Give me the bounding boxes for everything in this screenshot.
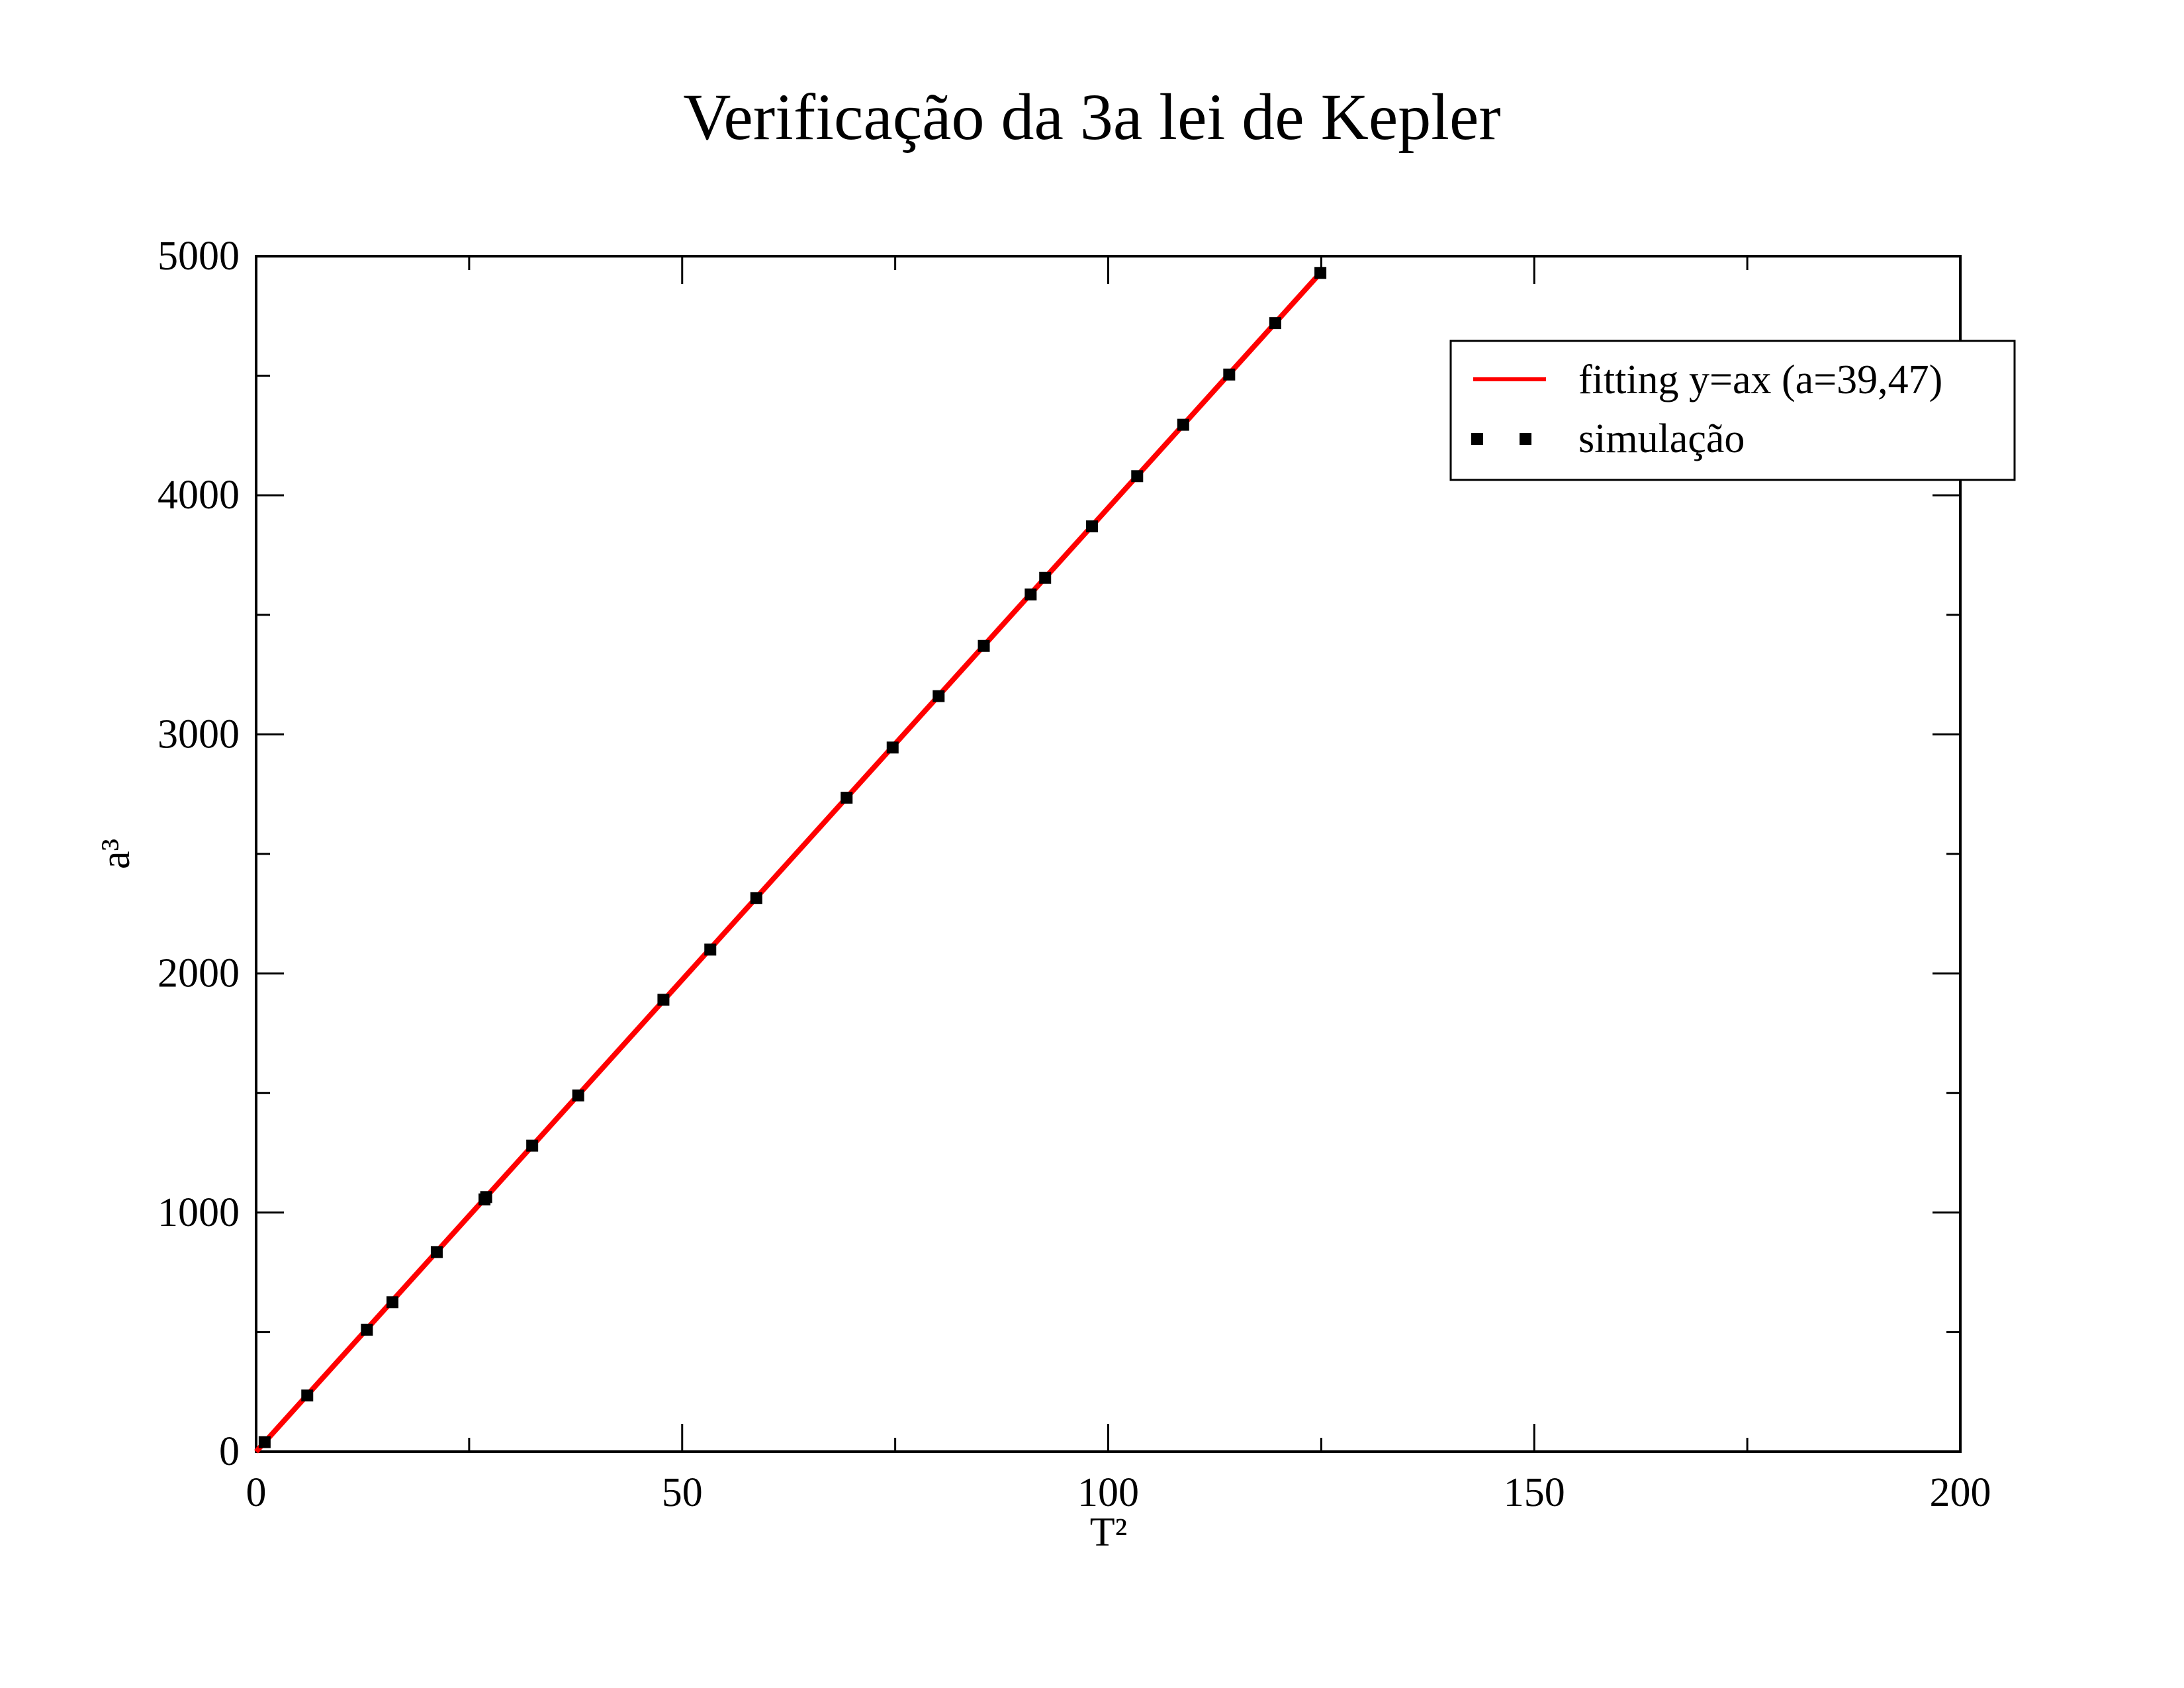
y-tick-label: 1000	[158, 1190, 240, 1235]
data-point	[258, 1436, 271, 1448]
x-axis-ticks	[255, 256, 1962, 1452]
data-point	[1039, 571, 1052, 584]
legend: fitting y=ax (a=39,47) simulação	[1449, 340, 2016, 481]
data-point	[1314, 267, 1327, 279]
data-point	[1269, 317, 1281, 330]
data-point	[750, 892, 762, 904]
data-point	[430, 1246, 443, 1258]
data-point	[886, 741, 899, 754]
y-tick-label: 2000	[158, 951, 240, 996]
y-tick-label: 0	[219, 1429, 240, 1474]
data-point	[1131, 470, 1144, 483]
data-point	[526, 1139, 539, 1152]
y-axis-label: a³	[93, 839, 138, 869]
x-tick-label: 150	[1504, 1470, 1565, 1515]
x-tick-label: 0	[246, 1470, 267, 1515]
y-axis-tick-labels: 0 1000 2000 3000 4000 5000	[158, 234, 240, 1474]
data-point	[841, 792, 853, 804]
legend-box	[1449, 340, 2016, 481]
data-point	[387, 1296, 398, 1309]
data-point	[704, 943, 717, 956]
x-tick-label: 100	[1077, 1470, 1139, 1515]
data-point	[1223, 368, 1236, 381]
x-tick-label: 200	[1930, 1470, 1991, 1515]
data-point	[301, 1389, 314, 1402]
data-point	[657, 994, 670, 1006]
fit-line	[254, 270, 1324, 1454]
legend-marker-swatch	[1471, 433, 1531, 445]
data-point	[572, 1089, 584, 1102]
series-layer	[254, 267, 1327, 1454]
data-point	[978, 639, 990, 652]
data-point	[1177, 418, 1189, 431]
legend-entry-simulacao: simulação	[1578, 416, 1745, 461]
y-tick-label: 4000	[158, 473, 240, 518]
x-tick-label: 50	[662, 1470, 703, 1515]
data-point	[1086, 520, 1099, 533]
y-tick-label: 5000	[158, 234, 240, 279]
legend-marker	[1471, 433, 1483, 445]
data-point	[933, 690, 945, 702]
data-point	[1024, 588, 1037, 601]
data-point	[361, 1323, 373, 1336]
legend-entry-fit: fitting y=ax (a=39,47)	[1578, 357, 1942, 402]
data-point	[480, 1191, 492, 1203]
chart-title: Verificação da 3a lei de Kepler	[683, 80, 1500, 154]
y-tick-label: 3000	[158, 712, 240, 757]
x-axis-tick-labels: 0 50 100 150 200	[246, 1470, 1991, 1515]
x-axis-label: T²	[1090, 1510, 1127, 1555]
legend-marker	[1520, 433, 1531, 445]
